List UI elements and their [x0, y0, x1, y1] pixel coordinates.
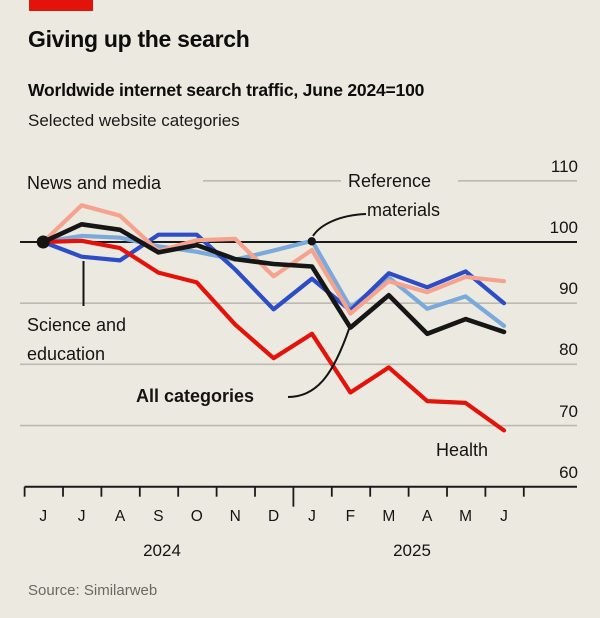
x-tick-label-4-O: O [190, 508, 203, 525]
y-tick-label-70: 70 [559, 401, 578, 421]
x-tick-label-8-F: F [345, 508, 356, 525]
series-label-text: Health [436, 440, 489, 460]
y-tick-label-100: 100 [549, 218, 578, 237]
x-tick-label-1-J: J [77, 508, 86, 525]
x-tick-label-10-A: A [422, 508, 433, 525]
series-line-science-and-education [41, 232, 507, 313]
reference-materials-callout-curve [312, 213, 367, 237]
series-label-text: Science and [27, 315, 127, 335]
x-tick-label-6-D: D [267, 508, 280, 525]
reference-materials-callout-dot [307, 237, 316, 246]
series-line-reference-materials [41, 233, 507, 328]
chart-description: Selected website categories [28, 111, 240, 130]
y-tick-label-90: 90 [559, 279, 578, 299]
series-label-health: Health [436, 436, 488, 465]
series-line-health [41, 238, 507, 433]
x-tick-label-2-A: A [114, 508, 126, 525]
y-tick-label-60: 60 [559, 462, 578, 482]
year-label-2025: 2025 [393, 541, 431, 560]
brand-red-tab [29, 0, 93, 11]
series-label-science-and-education: Science and education [27, 311, 126, 369]
series-label-text: materials [367, 200, 441, 220]
x-tick-label-3-S: S [153, 508, 164, 525]
series-label-reference-materials: Reference materials [348, 167, 440, 225]
x-tick-label-12-J: J [500, 508, 508, 525]
all-categories-callout-curve [287, 328, 350, 398]
x-tick-label-11-M: M [459, 508, 473, 525]
source-note: Source: Similarweb [28, 582, 158, 599]
page-title: Giving up the search [28, 26, 250, 52]
series-label-text: education [27, 344, 106, 364]
series-line-all-categories [40, 222, 507, 337]
chart-base-layer [20, 180, 577, 507]
x-tick-label-0-J: J [39, 508, 48, 525]
x-tick-label-5-N: N [229, 508, 241, 525]
series-start-dot [36, 235, 50, 249]
y-tick-label-80: 80 [559, 340, 578, 360]
series-label-text: Reference [348, 171, 432, 191]
chart-subtitle: Worldwide internet search traffic, June … [28, 80, 425, 100]
callout-layer [36, 213, 367, 398]
year-label-2024: 2024 [143, 541, 181, 560]
series-label-all-categories: All categories [136, 382, 254, 411]
x-tick-label-9-M: M [382, 508, 396, 525]
x-tick-label-7-J: J [308, 508, 316, 525]
series-label-text: All categories [136, 386, 255, 406]
series-label-text: News and media [27, 173, 162, 193]
series-label-news-and-media: News and media [27, 169, 161, 198]
y-tick-label-110: 110 [550, 156, 578, 176]
series-line-news-and-media [41, 203, 507, 316]
